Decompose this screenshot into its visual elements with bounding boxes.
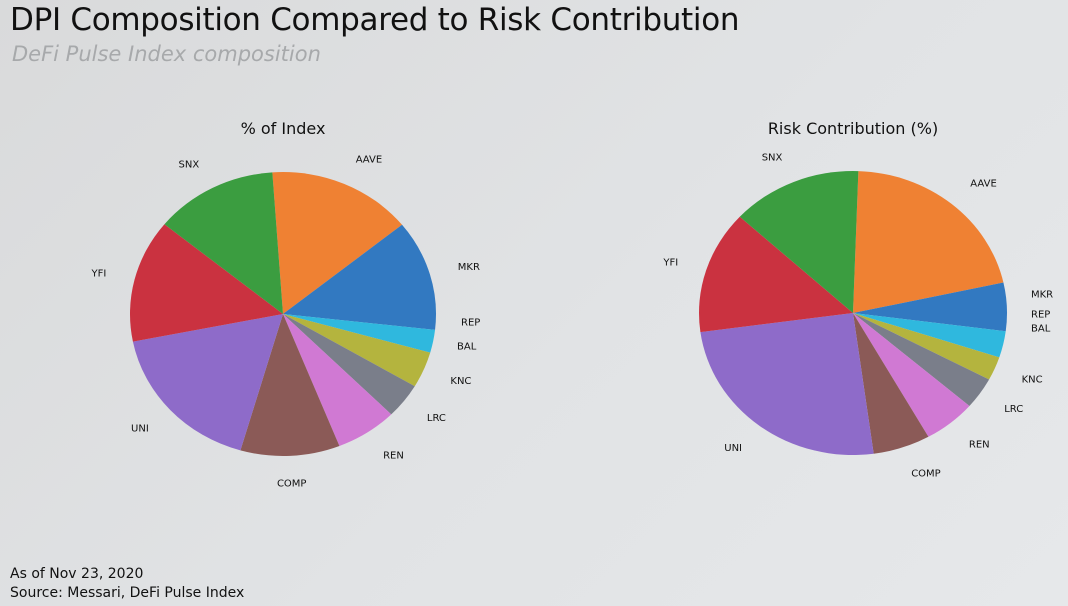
pie-slice-yfi <box>129 224 283 342</box>
slice-label-knc: KNC <box>1022 375 1043 386</box>
slice-label-rep: REP <box>1031 310 1050 321</box>
pie-slice-knc <box>853 313 1000 380</box>
slice-label-bal: BAL <box>1031 324 1051 335</box>
pie-slice-uni <box>132 314 283 451</box>
pie-slice-aave <box>853 171 1004 313</box>
slice-label-mkr: MKR <box>458 262 480 273</box>
pie-slice-lrc <box>853 313 990 406</box>
pie-slice-lrc <box>283 314 415 415</box>
chart-title: % of Index <box>241 119 326 138</box>
footer-date: As of Nov 23, 2020 <box>10 566 144 582</box>
pie-slice-snx <box>164 172 283 314</box>
pie-slice-ren <box>853 313 970 437</box>
slice-label-aave: AAVE <box>970 179 996 190</box>
pie-slice-comp <box>853 313 929 454</box>
pie-slice-mkr <box>853 282 1008 332</box>
slice-label-snx: SNX <box>179 160 200 171</box>
slice-label-comp: COMP <box>911 469 941 480</box>
pie-chart-risk-contribution: Risk Contribution (%) AAVE MKR REP BAL KNC LRC… <box>662 119 1053 480</box>
page-title: DPI Composition Compared to Risk Contrib… <box>10 2 740 38</box>
slice-label-comp: COMP <box>277 478 307 489</box>
slice-label-knc: KNC <box>450 376 471 387</box>
slice-label-lrc: LRC <box>427 413 446 424</box>
pie-slice-ren <box>283 314 392 446</box>
chart-title: Risk Contribution (%) <box>768 119 938 138</box>
footer-source: Source: Messari, DeFi Pulse Index <box>10 585 245 601</box>
slice-label-lrc: LRC <box>1004 404 1023 415</box>
pie-slice-uni <box>700 313 874 455</box>
slice-label-ren: REN <box>383 451 404 462</box>
slice-label-uni: UNI <box>131 424 149 435</box>
pie-chart-index-composition: % of Index AAVE MKR REP BAL KNC LRC REN COMP UNI Y… <box>90 119 480 489</box>
slice-label-uni: UNI <box>724 443 742 454</box>
pie-slice-comp <box>240 314 340 456</box>
slice-label-snx: SNX <box>762 153 783 164</box>
pie-slice-knc <box>283 314 431 387</box>
slice-label-rep: REP <box>461 318 480 329</box>
pie-slice-bal <box>853 313 1006 358</box>
slice-label-mkr: MKR <box>1031 290 1053 301</box>
pie-slice-rep <box>283 314 436 353</box>
pie-slice-snx <box>739 171 859 313</box>
slice-label-yfi: YFI <box>662 258 678 269</box>
pie-slice-mkr <box>283 224 436 330</box>
pie-slice-yfi <box>699 216 853 333</box>
slice-label-ren: REN <box>969 439 990 450</box>
pie-slice-aave <box>272 172 403 314</box>
slice-label-bal: BAL <box>457 342 477 353</box>
slice-label-yfi: YFI <box>90 269 106 280</box>
page-subtitle: DeFi Pulse Index composition <box>12 42 321 66</box>
slice-label-aave: AAVE <box>356 155 382 166</box>
